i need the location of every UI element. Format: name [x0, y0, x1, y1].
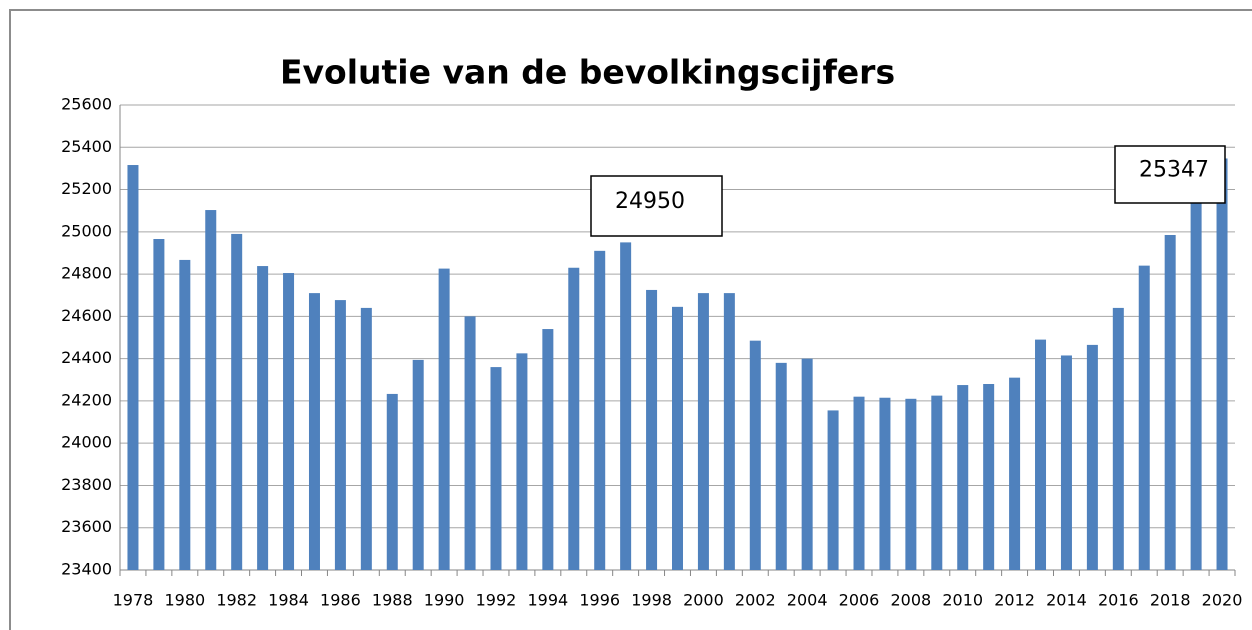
bar [1035, 339, 1047, 570]
x-tick-label: 1988 [372, 591, 413, 610]
bar [646, 289, 658, 570]
x-tick-label: 1978 [113, 591, 154, 610]
bar [231, 233, 243, 570]
bar [827, 410, 839, 570]
bar [672, 306, 683, 570]
bar [153, 239, 165, 570]
y-tick-label: 24800 [61, 264, 112, 283]
bar [205, 210, 217, 570]
bar [308, 293, 320, 570]
bar [360, 307, 372, 570]
x-tick-label: 1996 [579, 591, 620, 610]
y-tick-label: 25000 [61, 221, 112, 240]
bar [1086, 344, 1098, 570]
x-tick-label: 2018 [1150, 591, 1191, 610]
bar [127, 165, 139, 570]
bar [1009, 377, 1021, 570]
bar [568, 267, 580, 570]
bar [334, 300, 346, 570]
x-tick-label: 2004 [787, 591, 828, 610]
y-tick-label: 24000 [61, 433, 112, 452]
bar [179, 259, 191, 570]
bar [594, 250, 606, 570]
chart-title: Evolutie van de bevolkingscijfers [280, 53, 895, 92]
x-tick-label: 2000 [683, 591, 724, 610]
x-tick-label: 1992 [476, 591, 517, 610]
y-tick-label: 25200 [61, 179, 112, 198]
bar [1138, 265, 1150, 570]
bar [723, 293, 735, 570]
y-tick-label: 24400 [61, 348, 112, 367]
bar [1112, 307, 1124, 570]
x-tick-label: 1994 [527, 591, 568, 610]
x-tick-label: 1984 [268, 591, 309, 610]
bar [853, 396, 865, 570]
x-tick-label: 2020 [1202, 591, 1243, 610]
bar [620, 242, 632, 571]
bar [490, 367, 502, 570]
y-tick-label: 25400 [61, 137, 112, 156]
bar [1164, 234, 1176, 570]
bar [386, 393, 398, 570]
bar [775, 362, 787, 570]
x-tick-label: 1986 [320, 591, 361, 610]
y-tick-label: 23600 [61, 517, 112, 536]
bar [879, 397, 891, 570]
bar [697, 293, 709, 570]
x-tick-label: 1980 [164, 591, 205, 610]
bar [957, 385, 969, 570]
bar [438, 268, 450, 570]
x-tick-label: 1990 [424, 591, 465, 610]
bar [1060, 355, 1072, 570]
x-tick-label: 2012 [994, 591, 1035, 610]
bar [1190, 193, 1202, 571]
x-tick-label: 2010 [942, 591, 983, 610]
annotation-box [1114, 145, 1226, 204]
y-tick-label: 23800 [61, 475, 112, 494]
bar [1216, 158, 1228, 570]
x-tick-label: 1998 [631, 591, 672, 610]
y-tick-label: 23400 [61, 560, 112, 579]
bar [983, 384, 995, 570]
x-tick-label: 2002 [735, 591, 776, 610]
bar [283, 273, 295, 570]
annotation-box [590, 175, 723, 237]
annotation: 24950 [615, 189, 685, 214]
y-tick-label: 24600 [61, 306, 112, 325]
x-tick-label: 1982 [216, 591, 257, 610]
y-tick-label: 25600 [61, 95, 112, 114]
annotation: 25347 [1139, 158, 1209, 183]
bar [905, 398, 917, 570]
bar [257, 266, 269, 570]
x-tick-label: 2016 [1098, 591, 1139, 610]
bar [464, 316, 476, 570]
y-tick-label: 24200 [61, 390, 112, 409]
bar [542, 329, 554, 570]
bar [749, 340, 761, 570]
bar [412, 359, 424, 570]
x-tick-label: 2014 [1046, 591, 1087, 610]
x-tick-label: 2008 [891, 591, 932, 610]
bar [801, 358, 813, 570]
bar [516, 353, 528, 570]
x-tick-label: 2006 [839, 591, 880, 610]
bar [931, 395, 943, 570]
